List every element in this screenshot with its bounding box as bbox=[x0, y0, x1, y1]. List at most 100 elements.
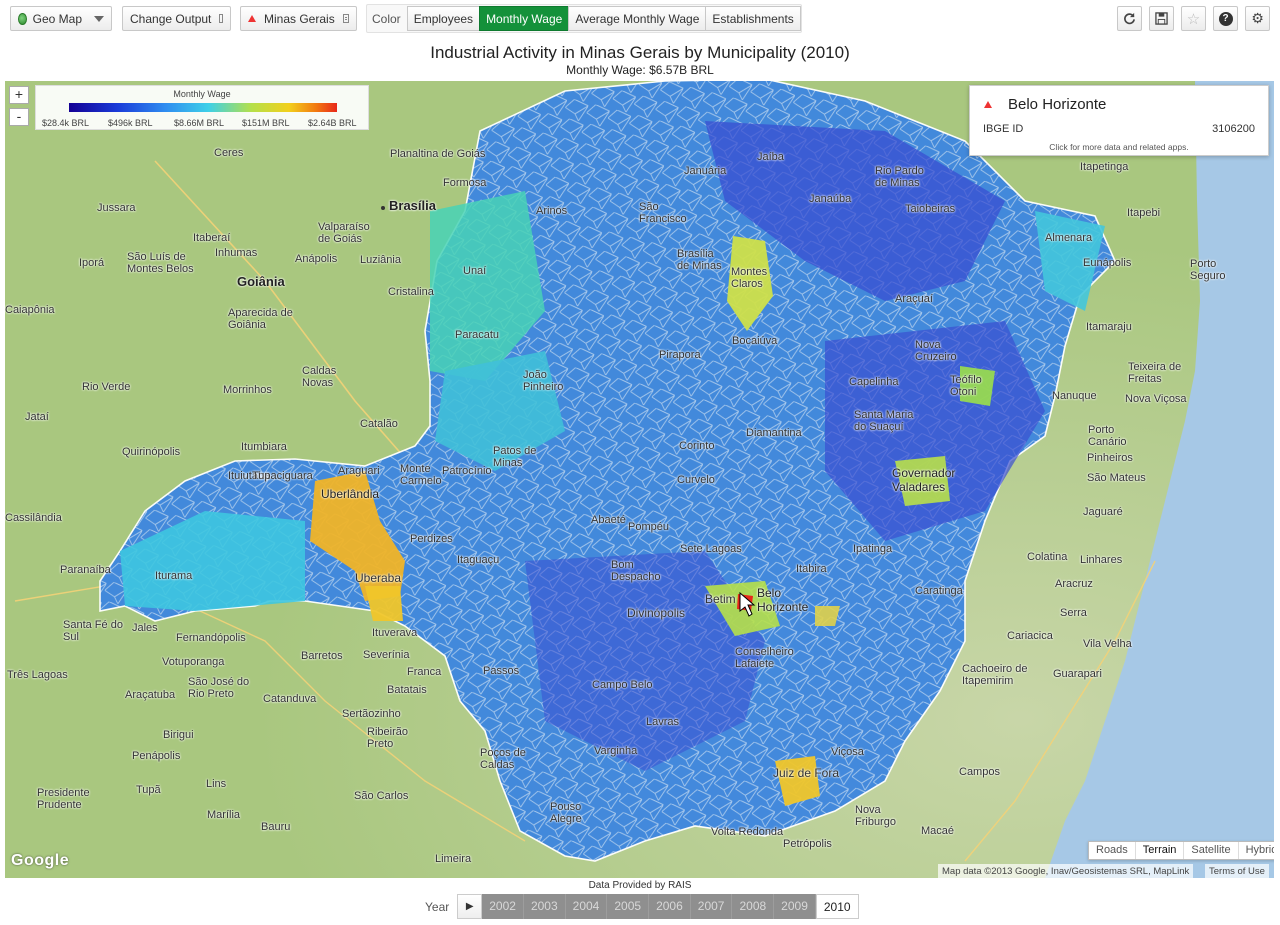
refresh-button[interactable] bbox=[1117, 6, 1142, 31]
city-label: Linhares bbox=[1080, 554, 1123, 566]
app-type-dropdown[interactable]: Geo Map bbox=[10, 6, 112, 31]
year-2006[interactable]: 2006 bbox=[649, 894, 691, 919]
city-label: Itaguaçu bbox=[457, 554, 500, 566]
year-2003[interactable]: 2003 bbox=[523, 894, 566, 919]
zoom-in-button[interactable]: + bbox=[9, 86, 29, 104]
city-label: Ituverava bbox=[372, 627, 418, 639]
city-label: Juiz de Fora bbox=[773, 766, 840, 780]
map-canvas[interactable]: Ceres Planaltina de Goiás Formosa Brasíl… bbox=[5, 81, 1274, 878]
city-label: Pouso Alegre bbox=[550, 801, 582, 825]
year-2005[interactable]: 2005 bbox=[607, 894, 650, 919]
change-output-button[interactable]: Change Output bbox=[122, 6, 231, 31]
city-label: Cassilândia bbox=[5, 512, 62, 524]
color-selector: Color Employees Monthly Wage Average Mon… bbox=[366, 4, 802, 33]
city-label: Betim bbox=[705, 592, 736, 606]
city-label: São Carlos bbox=[354, 790, 409, 802]
city-label: Tupã bbox=[136, 784, 161, 796]
year-label: Year bbox=[425, 899, 450, 914]
city-label: Bom Despacho bbox=[611, 559, 661, 583]
city-label: Nova Friburgo bbox=[855, 804, 896, 828]
city-label: Cristalina bbox=[388, 286, 434, 298]
year-2004[interactable]: 2004 bbox=[565, 894, 608, 919]
year-2008[interactable]: 2008 bbox=[732, 894, 775, 919]
favorite-button[interactable]: ☆ bbox=[1181, 6, 1206, 31]
city-label: Eunápolis bbox=[1083, 257, 1132, 269]
help-button[interactable]: ? bbox=[1213, 6, 1238, 31]
city-label: Jales bbox=[132, 622, 158, 634]
city-label: Três Lagoas bbox=[7, 669, 68, 681]
legend-tick: $28.4k BRL bbox=[42, 118, 90, 128]
year-2007[interactable]: 2007 bbox=[690, 894, 733, 919]
legend: Monthly Wage $28.4k BRL $496k BRL $8.66M… bbox=[35, 85, 369, 130]
year-2002[interactable]: 2002 bbox=[482, 894, 524, 919]
city-label: Nova Cruzeiro bbox=[915, 339, 957, 363]
montes-claros-hotspot[interactable] bbox=[727, 236, 773, 331]
tooltip-value: 3106200 bbox=[1212, 123, 1255, 135]
google-logo: Google bbox=[11, 852, 70, 869]
city-label: Pinheiros bbox=[1087, 452, 1133, 464]
city-label: Viçosa bbox=[831, 746, 864, 758]
zoom-out-button[interactable]: - bbox=[9, 108, 29, 126]
map-type-roads[interactable]: Roads bbox=[1096, 844, 1128, 856]
city-label: Paranaíba bbox=[60, 564, 111, 576]
city-label: Aracruz bbox=[1055, 578, 1093, 590]
settings-button[interactable]: ⚙ bbox=[1245, 6, 1270, 31]
city-label: Valparaíso de Goiás bbox=[318, 221, 370, 245]
city-label: Varginha bbox=[594, 745, 638, 757]
color-option-employees[interactable]: Employees bbox=[406, 6, 481, 31]
city-label: Itaberaí bbox=[193, 232, 231, 244]
play-button[interactable]: ▶ bbox=[457, 894, 483, 919]
region-almenara[interactable] bbox=[1035, 211, 1105, 311]
year-2009[interactable]: 2009 bbox=[774, 894, 816, 919]
terms-of-use-link[interactable]: Terms of Use bbox=[1205, 864, 1269, 878]
globe-icon bbox=[18, 12, 27, 25]
city-label: Morrinhos bbox=[223, 384, 272, 396]
region-south-central[interactable] bbox=[525, 551, 765, 771]
city-label: Serra bbox=[1060, 607, 1087, 619]
page-title: Industrial Activity in Minas Gerais by M… bbox=[430, 43, 850, 62]
region-paracatu[interactable] bbox=[435, 351, 565, 471]
city-label: Campos bbox=[959, 766, 1000, 778]
color-option-establishments[interactable]: Establishments bbox=[705, 6, 801, 31]
juiz-de-fora-hotspot[interactable] bbox=[775, 756, 820, 806]
teofilo-otoni-hotspot[interactable] bbox=[960, 366, 995, 406]
ipatinga-hotspot[interactable] bbox=[815, 606, 840, 626]
save-button[interactable] bbox=[1149, 6, 1174, 31]
city-label: Divinópolis bbox=[627, 606, 686, 620]
city-label: Taiobeiras bbox=[905, 203, 956, 215]
save-icon bbox=[1155, 12, 1168, 25]
map-type-hybrid[interactable]: Hybrid bbox=[1237, 842, 1274, 859]
color-option-average-monthly-wage[interactable]: Average Monthly Wage bbox=[568, 6, 707, 31]
region-unai[interactable] bbox=[430, 191, 545, 381]
city-label: Januária bbox=[684, 165, 727, 177]
city-label: Rio Verde bbox=[82, 381, 131, 393]
color-option-monthly-wage[interactable]: Monthly Wage bbox=[479, 6, 570, 31]
city-label: Caldas Novas bbox=[302, 365, 337, 389]
year-2010[interactable]: 2010 bbox=[815, 894, 859, 919]
year-timeline: Year ▶ 2002 2003 2004 2005 2006 2007 200… bbox=[425, 894, 859, 919]
city-label: Lavras bbox=[646, 716, 680, 728]
location-tooltip[interactable]: Belo Horizonte IBGE ID 3106200 Click for… bbox=[969, 85, 1269, 156]
city-label: Catalão bbox=[360, 418, 398, 430]
valadares-hotspot[interactable] bbox=[895, 456, 950, 506]
city-label: Campo Belo bbox=[592, 679, 653, 691]
map-layer bbox=[5, 81, 1274, 878]
city-label: Jaguaré bbox=[1083, 506, 1123, 518]
city-label: Ipatinga bbox=[853, 543, 893, 555]
map-type-satellite[interactable]: Satellite bbox=[1183, 842, 1237, 859]
city-label: Teófilo Otoni bbox=[950, 374, 982, 398]
uberaba-hotspot[interactable] bbox=[365, 586, 403, 621]
map-type-terrain[interactable]: Terrain bbox=[1134, 842, 1184, 859]
uberlandia-hotspot[interactable] bbox=[310, 471, 405, 601]
city-label: Formosa bbox=[443, 177, 487, 189]
city-label: São Francisco bbox=[639, 201, 687, 225]
region-triangulo-west[interactable] bbox=[120, 511, 305, 611]
app-type-label: Geo Map bbox=[32, 11, 82, 26]
region-north-east[interactable] bbox=[705, 121, 1005, 301]
city-label: Uberaba bbox=[355, 571, 402, 585]
city-label: Volta Redonda bbox=[711, 826, 784, 838]
city-label: Nova Viçosa bbox=[1125, 393, 1187, 405]
location-button[interactable]: Minas Gerais bbox=[240, 6, 357, 31]
city-label: Itapebi bbox=[1127, 207, 1161, 219]
city-label: Passos bbox=[483, 665, 520, 677]
